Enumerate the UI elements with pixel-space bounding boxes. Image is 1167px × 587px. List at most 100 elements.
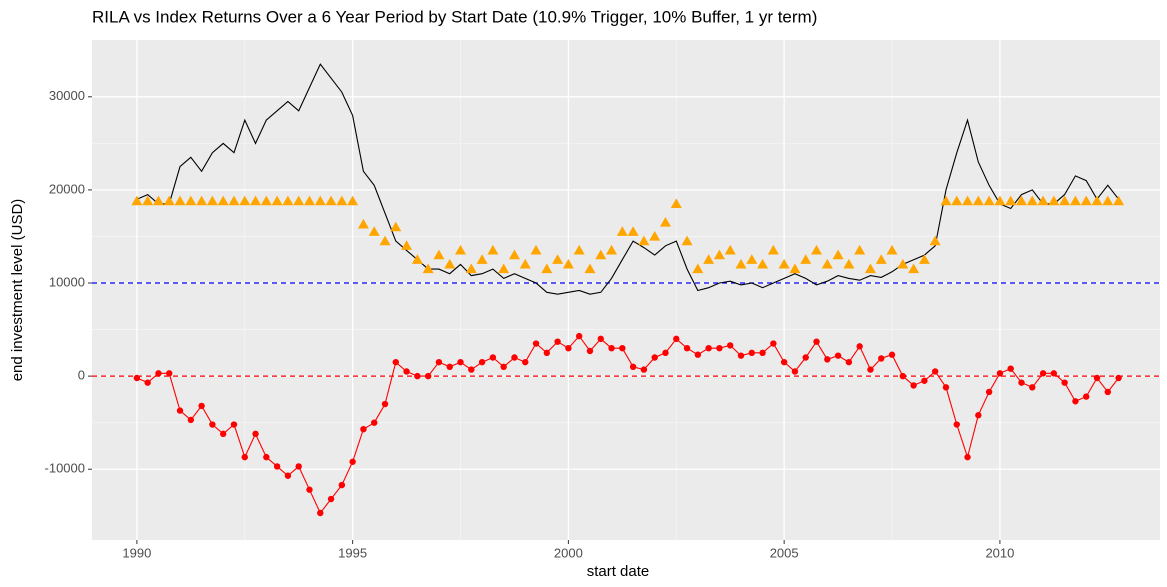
triangle-marker	[670, 198, 682, 208]
triangle-marker	[196, 195, 208, 206]
triangle-marker	[994, 195, 1006, 206]
triangle-marker	[713, 249, 725, 260]
point-marker	[230, 421, 238, 428]
triangle-marker	[1037, 195, 1049, 206]
point-marker	[780, 358, 788, 366]
triangle-marker	[929, 235, 941, 246]
point-marker	[392, 358, 399, 366]
point-marker	[802, 354, 809, 361]
triangle-marker	[325, 195, 337, 206]
point-marker	[284, 472, 292, 479]
triangle-marker	[724, 244, 736, 255]
point-marker	[424, 372, 432, 380]
triangle-marker	[811, 244, 823, 255]
triangle-marker	[778, 258, 790, 269]
point-marker	[640, 366, 648, 373]
point-marker	[834, 352, 842, 359]
triangle-marker	[530, 244, 542, 255]
point-marker	[554, 338, 561, 345]
triangle-marker	[897, 258, 909, 269]
triangle-marker	[918, 254, 930, 264]
triangle-marker	[303, 195, 315, 206]
triangle-marker	[821, 258, 833, 269]
triangle-marker	[293, 195, 305, 206]
triangle-marker	[757, 258, 769, 269]
triangle-marker	[649, 230, 661, 241]
point-marker	[209, 421, 216, 428]
triangle-marker	[476, 254, 488, 264]
point-marker	[198, 402, 205, 410]
point-marker	[1061, 379, 1068, 386]
triangle-marker	[152, 195, 164, 206]
triangle-marker	[1080, 195, 1092, 206]
triangle-marker	[487, 244, 499, 255]
point-marker	[263, 453, 270, 461]
triangle-marker	[185, 195, 197, 206]
point-marker	[888, 351, 896, 358]
point-marker	[133, 374, 141, 382]
point-marker	[737, 352, 745, 359]
triangle-marker	[239, 195, 251, 206]
point-marker	[759, 349, 766, 357]
triangle-marker	[703, 254, 715, 264]
triangle-marker	[282, 195, 294, 206]
triangle-marker	[659, 216, 671, 227]
point-marker	[694, 351, 702, 358]
point-marker	[327, 495, 335, 503]
point-marker	[964, 453, 971, 461]
triangle-marker	[1015, 195, 1027, 206]
triangle-marker	[908, 263, 920, 274]
triangle-marker	[250, 195, 262, 206]
triangle-marker	[1048, 195, 1060, 206]
triangle-marker	[379, 235, 391, 246]
point-marker	[500, 363, 507, 371]
point-marker	[651, 354, 658, 361]
triangle-marker	[746, 254, 758, 264]
point-marker	[543, 349, 551, 357]
point-marker	[1093, 374, 1101, 382]
point-marker	[824, 356, 831, 363]
point-marker	[878, 355, 885, 362]
triangle-marker	[260, 195, 272, 206]
point-marker	[144, 379, 151, 386]
triangle-marker	[422, 263, 434, 274]
point-marker	[608, 344, 615, 352]
triangle-marker	[271, 195, 283, 206]
triangle-marker	[595, 249, 607, 260]
triangle-marker	[541, 263, 553, 274]
triangle-marker	[390, 221, 402, 232]
triangle-marker	[972, 195, 984, 206]
point-marker	[996, 370, 1004, 377]
triangle-marker	[789, 263, 801, 274]
triangle-marker	[411, 254, 423, 264]
point-marker	[306, 486, 313, 493]
triangle-marker	[206, 195, 218, 206]
point-marker	[1083, 393, 1090, 400]
triangle-marker	[444, 258, 456, 269]
point-marker	[446, 363, 453, 371]
triangle-marker	[627, 226, 639, 236]
point-marker	[414, 372, 421, 380]
triangle-marker	[347, 195, 359, 206]
chart-title: RILA vs Index Returns Over a 6 Year Peri…	[92, 7, 817, 26]
triangle-marker	[368, 226, 380, 236]
point-marker	[295, 463, 302, 470]
triangle-marker	[142, 195, 154, 206]
point-marker	[166, 370, 173, 377]
point-marker	[360, 425, 367, 433]
point-marker	[1029, 384, 1036, 391]
triangle-marker	[638, 235, 650, 246]
point-marker	[1007, 365, 1014, 372]
triangle-marker	[832, 249, 844, 260]
y-tick-label: -10000	[45, 461, 85, 476]
triangle-marker	[1059, 195, 1071, 206]
point-marker	[1115, 374, 1122, 382]
point-marker	[748, 349, 755, 357]
triangle-marker	[336, 195, 348, 206]
triangle-marker	[562, 258, 574, 269]
triangle-marker	[616, 226, 628, 236]
point-marker	[381, 400, 389, 408]
point-marker	[727, 342, 734, 349]
point-marker	[791, 368, 799, 375]
point-marker	[921, 377, 928, 384]
